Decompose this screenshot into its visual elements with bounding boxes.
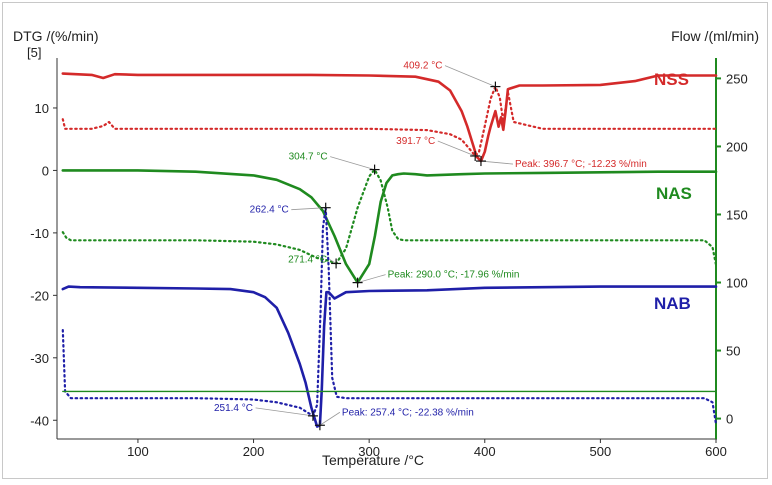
chart-frame: DTG /(%/min) [5] Flow /(ml/min) Temperat… [2,2,768,479]
annotation-leader [357,274,386,283]
annotation-label: 262.4 °C [250,205,289,216]
y-right-tick-label: 150 [726,207,748,222]
x-tick-label: 300 [358,444,380,459]
y-left-tick-label: -30 [30,351,49,366]
annotation-leader [330,156,375,170]
annotation-label: 251.4 °C [214,403,253,414]
annotation-layer: 409.2 °C 391.7 °C Peak: 396.7 °C; -12.23 %… [214,61,647,431]
series-nas-dtg [61,169,718,284]
annotation-label: 271.4 °C [288,254,327,265]
annotation-leader [291,207,326,211]
y-left-tick-label: 0 [42,163,49,178]
series-nab-dtg [61,285,718,428]
series-nas-flow [61,168,718,266]
annotation-label: Peak: 396.7 °C; -12.23 %/min [515,159,647,170]
y-left-axis-scale: [5] [27,45,41,60]
y-left-tick-label: -20 [30,288,49,303]
y-right-tick-label: 0 [726,412,733,427]
series-layer [61,72,718,428]
x-axis-title: Temperature /°C [322,452,424,468]
y-right-tick-group: 250 200 150 100 50 0 [716,71,748,427]
annotation-leader [480,160,513,165]
y-left-tick-group: 10 0 -10 -20 -30 -40 [30,101,57,428]
annotation-label: 391.7 °C [396,136,435,147]
y-right-tick-label: 200 [726,139,748,154]
y-left-axis-title: DTG /(%/min) [13,28,99,44]
series-nss-flow [61,85,718,158]
annotation-leader [437,140,476,157]
x-tick-label: 100 [127,444,149,459]
label-nab: NAB [654,294,691,313]
x-tick-label: 200 [243,444,265,459]
y-right-axis-title: Flow /(ml/min) [671,28,759,44]
y-right-tick-label: 50 [726,344,740,359]
annotation-label: Peak: 290.0 °C; -17.96 %/min [388,270,520,281]
annotation-leader [319,411,341,426]
annotation-leader [444,65,496,87]
dtg-chart: DTG /(%/min) [5] Flow /(ml/min) Temperat… [13,28,759,468]
y-left-tick-label: -40 [30,413,49,428]
annotation-label: 304.7 °C [289,152,328,163]
annotation-label: Peak: 257.4 °C; -22.38 %/min [342,407,474,418]
label-nss: NSS [654,70,689,89]
annotation-leader [329,259,337,264]
y-right-tick-label: 250 [726,71,748,86]
y-left-tick-label: -10 [30,226,49,241]
x-tick-label: 500 [590,444,612,459]
label-nas: NAS [656,184,692,203]
y-left-tick-label: 10 [35,101,49,116]
annotation-label: 409.2 °C [403,61,442,72]
annotation-leader [255,407,314,417]
x-tick-label: 400 [474,444,496,459]
series-nss-dtg [61,72,718,163]
x-tick-label: 600 [705,444,727,459]
y-right-tick-label: 100 [726,276,748,291]
x-tick-group: 100 200 300 400 500 600 [127,439,727,459]
